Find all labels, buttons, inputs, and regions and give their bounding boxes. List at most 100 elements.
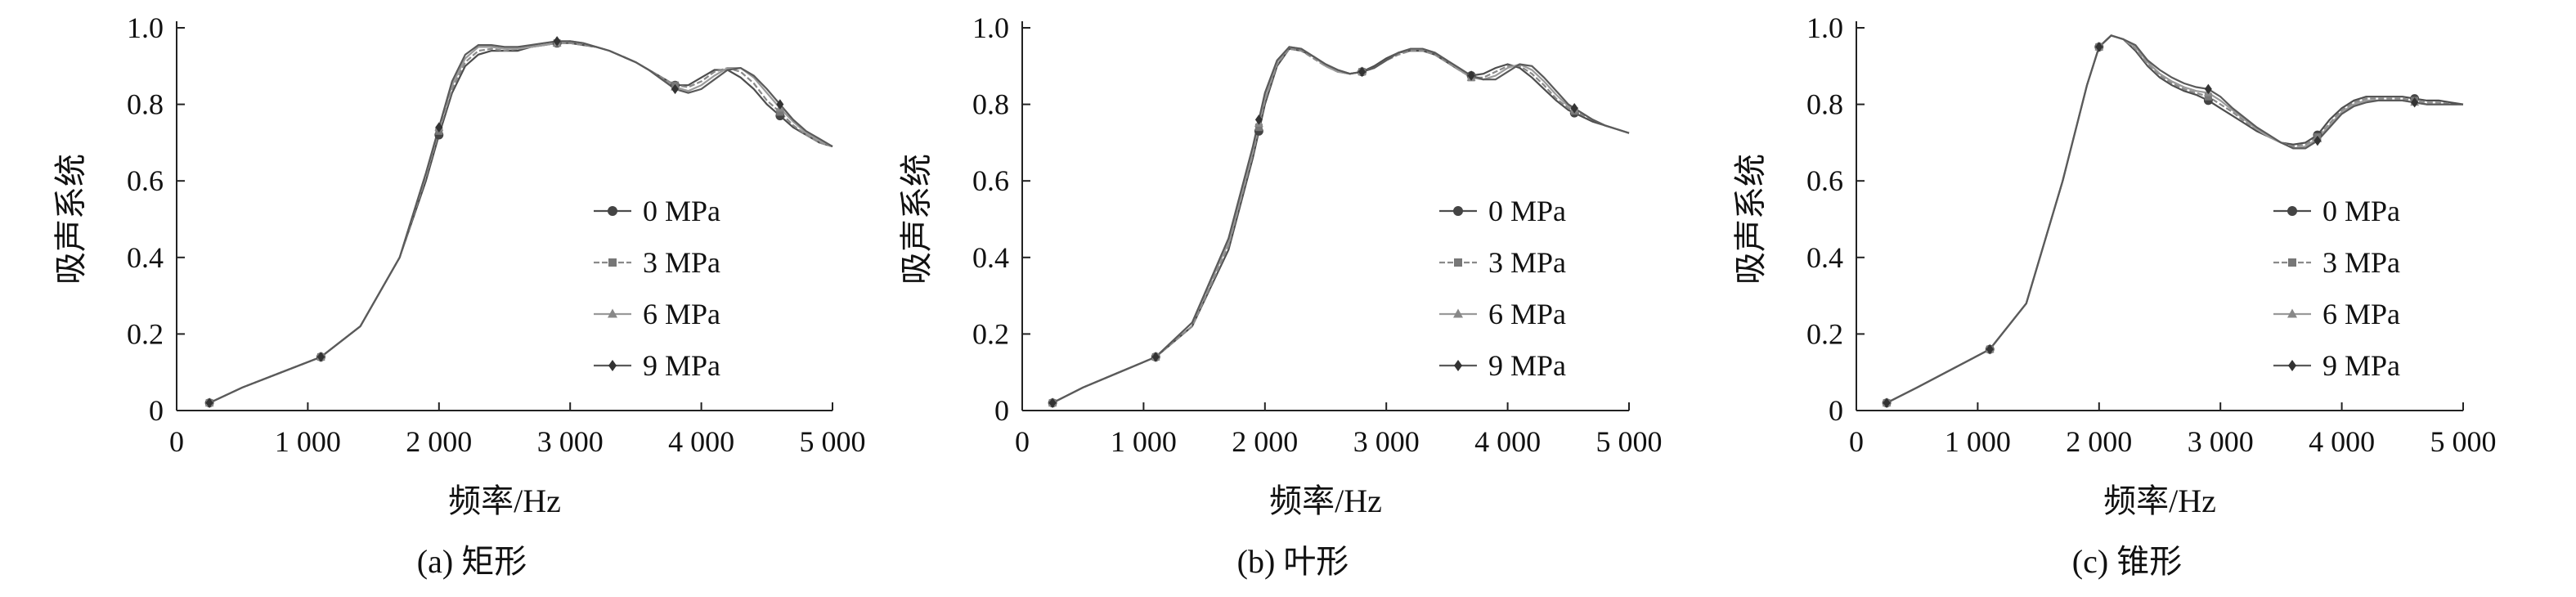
- series-line: [209, 40, 833, 404]
- marker-diamond: [2095, 42, 2103, 52]
- x-tick-label: 0: [1849, 425, 1864, 458]
- y-tick-label: 0.4: [127, 241, 164, 274]
- marker-triangle: [1453, 308, 1463, 318]
- x-tick-label: 2 000: [1232, 425, 1298, 458]
- x-tick-label: 4 000: [2309, 425, 2375, 458]
- y-tick-label: 0: [994, 394, 1009, 427]
- panel-caption: (a) 矩形: [417, 543, 527, 580]
- series-line: [209, 42, 833, 404]
- marker-triangle: [2287, 308, 2297, 318]
- marker-diamond: [1254, 114, 1263, 125]
- y-tick-label: 0.2: [127, 317, 164, 350]
- marker-diamond: [1570, 102, 1578, 114]
- x-tick-label: 4 000: [668, 425, 734, 458]
- y-tick-label: 0.4: [1806, 241, 1843, 274]
- y-tick-label: 0.4: [972, 241, 1009, 274]
- series-line: [1886, 34, 2463, 404]
- y-tick-label: 0.6: [1806, 164, 1843, 197]
- y-tick-label: 1.0: [1806, 11, 1843, 44]
- y-tick-label: 0.8: [127, 88, 164, 121]
- x-axis-label: 频率/Hz: [448, 483, 561, 519]
- marker-diamond: [1048, 397, 1057, 408]
- marker-diamond: [1151, 352, 1160, 362]
- x-tick-label: 4 000: [1474, 425, 1541, 458]
- marker-diamond: [553, 36, 561, 47]
- marker-square: [608, 258, 617, 267]
- marker-diamond: [1358, 66, 1367, 78]
- series-line: [1052, 46, 1630, 404]
- x-tick-label: 1 000: [1945, 425, 2011, 458]
- marker-diamond: [316, 352, 325, 362]
- x-tick-label: 0: [1015, 425, 1030, 458]
- series-line: [209, 42, 833, 404]
- y-tick-label: 1.0: [972, 11, 1009, 44]
- y-tick-label: 1.0: [127, 11, 164, 44]
- legend-label: 9 MPa: [2322, 349, 2400, 382]
- x-tick-label: 5 000: [2430, 425, 2497, 458]
- marker-diamond: [1986, 343, 1994, 355]
- x-tick-label: 1 000: [275, 425, 341, 458]
- marker-diamond: [1454, 360, 1462, 371]
- legend-label: 0 MPa: [1488, 195, 1566, 227]
- marker-diamond: [608, 360, 617, 371]
- y-tick-label: 0.2: [1806, 317, 1843, 350]
- marker-diamond: [776, 99, 784, 110]
- chart-panel: 0 0.2 0.4 0.6 0.8 1.0 0 1 000 2 000 3 000 4 000 5 0…: [1732, 11, 2497, 580]
- marker-diamond: [671, 83, 680, 95]
- x-axis-label: 频率/Hz: [2103, 483, 2216, 519]
- y-axis-label: 吸声系统: [898, 154, 935, 285]
- marker-square: [776, 108, 784, 116]
- x-axis-label: 频率/Hz: [1269, 483, 1382, 519]
- marker-diamond: [1883, 397, 1891, 408]
- legend-label: 3 MPa: [1488, 246, 1566, 279]
- marker-diamond: [2288, 360, 2296, 371]
- x-tick-label: 0: [169, 425, 184, 458]
- legend-label: 0 MPa: [2322, 195, 2400, 227]
- marker-diamond: [435, 122, 443, 132]
- marker-diamond: [2313, 135, 2322, 146]
- panel-caption: (b) 叶形: [1237, 543, 1349, 580]
- legend-label: 9 MPa: [643, 349, 720, 382]
- x-tick-label: 3 000: [1353, 425, 1420, 458]
- marker-diamond: [2411, 97, 2419, 108]
- x-tick-label: 2 000: [406, 425, 472, 458]
- y-tick-label: 0.2: [972, 317, 1009, 350]
- y-axis-label: 吸声系统: [1732, 154, 1769, 285]
- legend-label: 3 MPa: [643, 246, 720, 279]
- marker-square: [1254, 123, 1263, 132]
- marker-diamond: [1467, 70, 1475, 81]
- marker-circle: [1453, 206, 1463, 216]
- legend-label: 9 MPa: [1488, 349, 1566, 382]
- legend-label: 3 MPa: [2322, 246, 2400, 279]
- legend-label: 6 MPa: [643, 298, 720, 330]
- y-tick-label: 0: [1829, 394, 1843, 427]
- y-tick-label: 0: [149, 394, 164, 427]
- marker-diamond: [2204, 83, 2212, 95]
- series-line: [1052, 47, 1630, 404]
- x-tick-label: 1 000: [1111, 425, 1177, 458]
- marker-circle: [608, 206, 617, 216]
- y-tick-label: 0.6: [972, 164, 1009, 197]
- marker-square: [1454, 258, 1462, 267]
- panel-caption: (c) 锥形: [2072, 543, 2182, 580]
- y-tick-label: 0.8: [972, 88, 1009, 121]
- x-tick-label: 2 000: [2066, 425, 2132, 458]
- legend-label: 6 MPa: [1488, 298, 1566, 330]
- legend-label: 6 MPa: [2322, 298, 2400, 330]
- marker-diamond: [205, 397, 213, 408]
- marker-square: [2204, 92, 2212, 101]
- y-axis-label: 吸声系统: [52, 154, 89, 285]
- marker-triangle: [608, 308, 617, 318]
- x-tick-label: 3 000: [537, 425, 604, 458]
- x-tick-label: 5 000: [800, 425, 866, 458]
- marker-circle: [2287, 206, 2297, 216]
- legend-label: 0 MPa: [643, 195, 720, 227]
- chart-panel: 0 0.2 0.4 0.6 0.8 1.0 0 1 000 2 000 3 000 4 000 5 0…: [52, 11, 866, 580]
- marker-square: [2288, 258, 2296, 267]
- x-tick-label: 3 000: [2188, 425, 2254, 458]
- series-line: [209, 40, 833, 404]
- x-tick-label: 5 000: [1596, 425, 1663, 458]
- series-line: [1886, 34, 2463, 404]
